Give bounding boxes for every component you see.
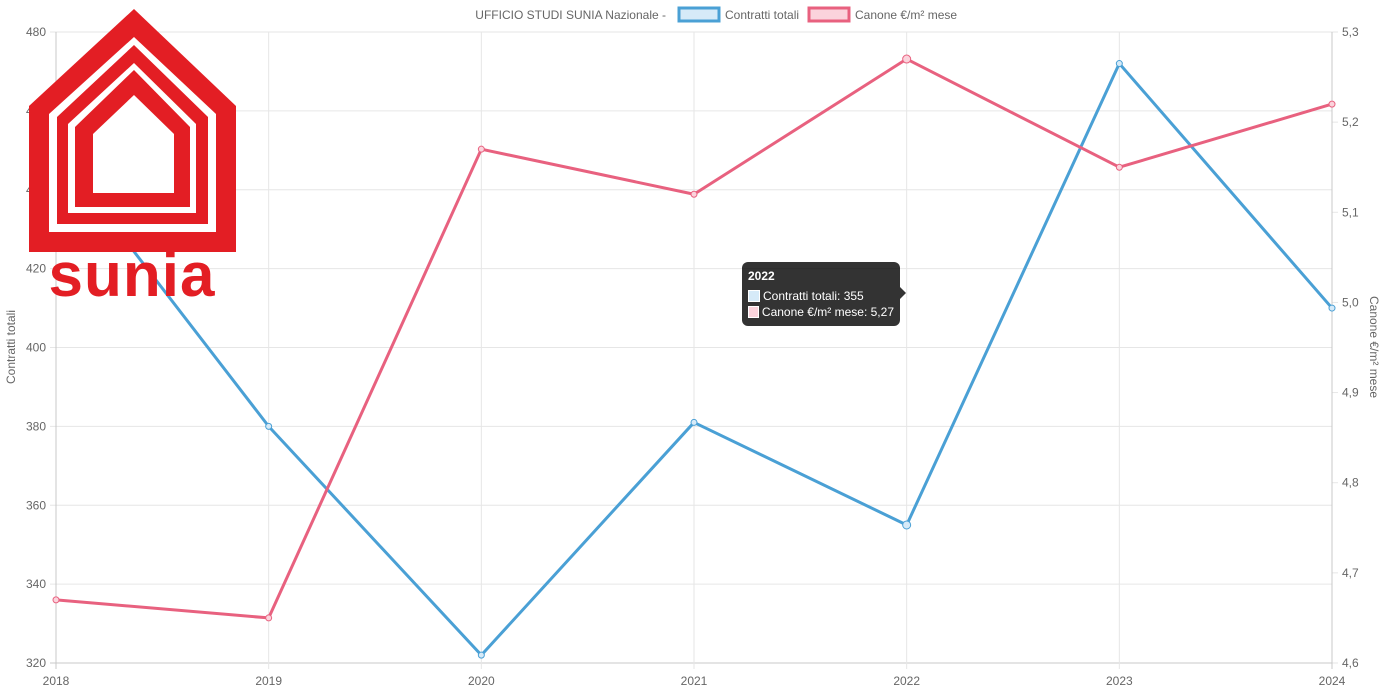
x-tick-label: 2019 <box>255 674 282 688</box>
left-tick-label: 400 <box>26 341 46 355</box>
legend-swatch-contratti <box>677 6 721 23</box>
right-axis-title: Canone €/m² mese <box>1367 296 1381 398</box>
sunia-logo: sunia <box>29 9 236 310</box>
legend: UFFICIO STUDI SUNIA Nazionale - Contratt… <box>475 6 957 23</box>
left-axis-title: Contratti totali <box>4 310 18 384</box>
tooltip-row-contratti: Contratti totali: 355 <box>748 288 894 304</box>
legend-label-canone: Canone €/m² mese <box>855 8 957 22</box>
data-point[interactable] <box>902 54 912 64</box>
data-point[interactable] <box>477 651 485 659</box>
data-point[interactable] <box>902 520 912 530</box>
tooltip: 2022 Contratti totali: 355 Canone €/m² m… <box>742 262 906 326</box>
left-tick-label: 320 <box>26 656 46 670</box>
right-tick-label: 4,7 <box>1342 566 1359 580</box>
legend-label-contratti: Contratti totali <box>725 8 799 22</box>
right-tick-label: 4,9 <box>1342 386 1359 400</box>
data-point[interactable] <box>265 422 273 430</box>
data-point[interactable] <box>265 614 273 622</box>
x-tick-label: 2024 <box>1319 674 1346 688</box>
data-point[interactable] <box>1115 60 1123 68</box>
data-point[interactable] <box>1328 100 1336 108</box>
tooltip-caret <box>900 287 906 299</box>
data-point[interactable] <box>52 596 60 604</box>
logo-text: sunia <box>49 241 216 310</box>
left-tick-label: 480 <box>26 25 46 39</box>
x-tick-label: 2022 <box>893 674 920 688</box>
right-tick-label: 4,6 <box>1342 656 1359 670</box>
data-point[interactable] <box>690 418 698 426</box>
legend-item-contratti[interactable]: Contratti totali <box>677 6 799 23</box>
x-axis-ticks: 2018 2019 2020 2021 2022 2023 2024 <box>43 674 1346 688</box>
left-tick-label: 380 <box>26 419 46 433</box>
tooltip-swatch-canone <box>748 306 759 318</box>
right-tick-label: 5,3 <box>1342 25 1359 39</box>
data-series <box>52 54 1336 659</box>
right-tick-label: 5,2 <box>1342 115 1359 129</box>
logo-house-inner <box>93 95 174 193</box>
x-tick-label: 2023 <box>1106 674 1133 688</box>
tooltip-swatch-contratti <box>748 290 760 302</box>
right-axis-ticks: 5,3 5,2 5,1 5,0 4,9 4,8 4,7 4,6 <box>1342 25 1359 670</box>
x-tick-label: 2020 <box>468 674 495 688</box>
left-tick-label: 340 <box>26 577 46 591</box>
left-tick-label: 420 <box>26 262 46 276</box>
right-tick-label: 5,0 <box>1342 295 1359 309</box>
right-tick-label: 5,1 <box>1342 205 1359 219</box>
left-tick-label: 360 <box>26 498 46 512</box>
grid-lines <box>50 31 1338 669</box>
legend-swatch-canone <box>807 6 851 23</box>
data-point[interactable] <box>1328 304 1336 312</box>
legend-item-canone[interactable]: Canone €/m² mese <box>807 6 957 23</box>
data-point[interactable] <box>1115 163 1123 171</box>
right-tick-label: 4,8 <box>1342 476 1359 490</box>
tooltip-title: 2022 <box>748 269 775 283</box>
x-tick-label: 2018 <box>43 674 70 688</box>
tooltip-text-contratti: Contratti totali: 355 <box>763 289 864 303</box>
tooltip-row-canone: Canone €/m² mese: 5,27 <box>748 304 894 320</box>
tooltip-text-canone: Canone €/m² mese: 5,27 <box>761 305 894 319</box>
data-point[interactable] <box>690 190 698 198</box>
x-tick-label: 2021 <box>681 674 708 688</box>
data-point[interactable] <box>477 145 485 153</box>
chart-title: UFFICIO STUDI SUNIA Nazionale - <box>475 8 666 22</box>
